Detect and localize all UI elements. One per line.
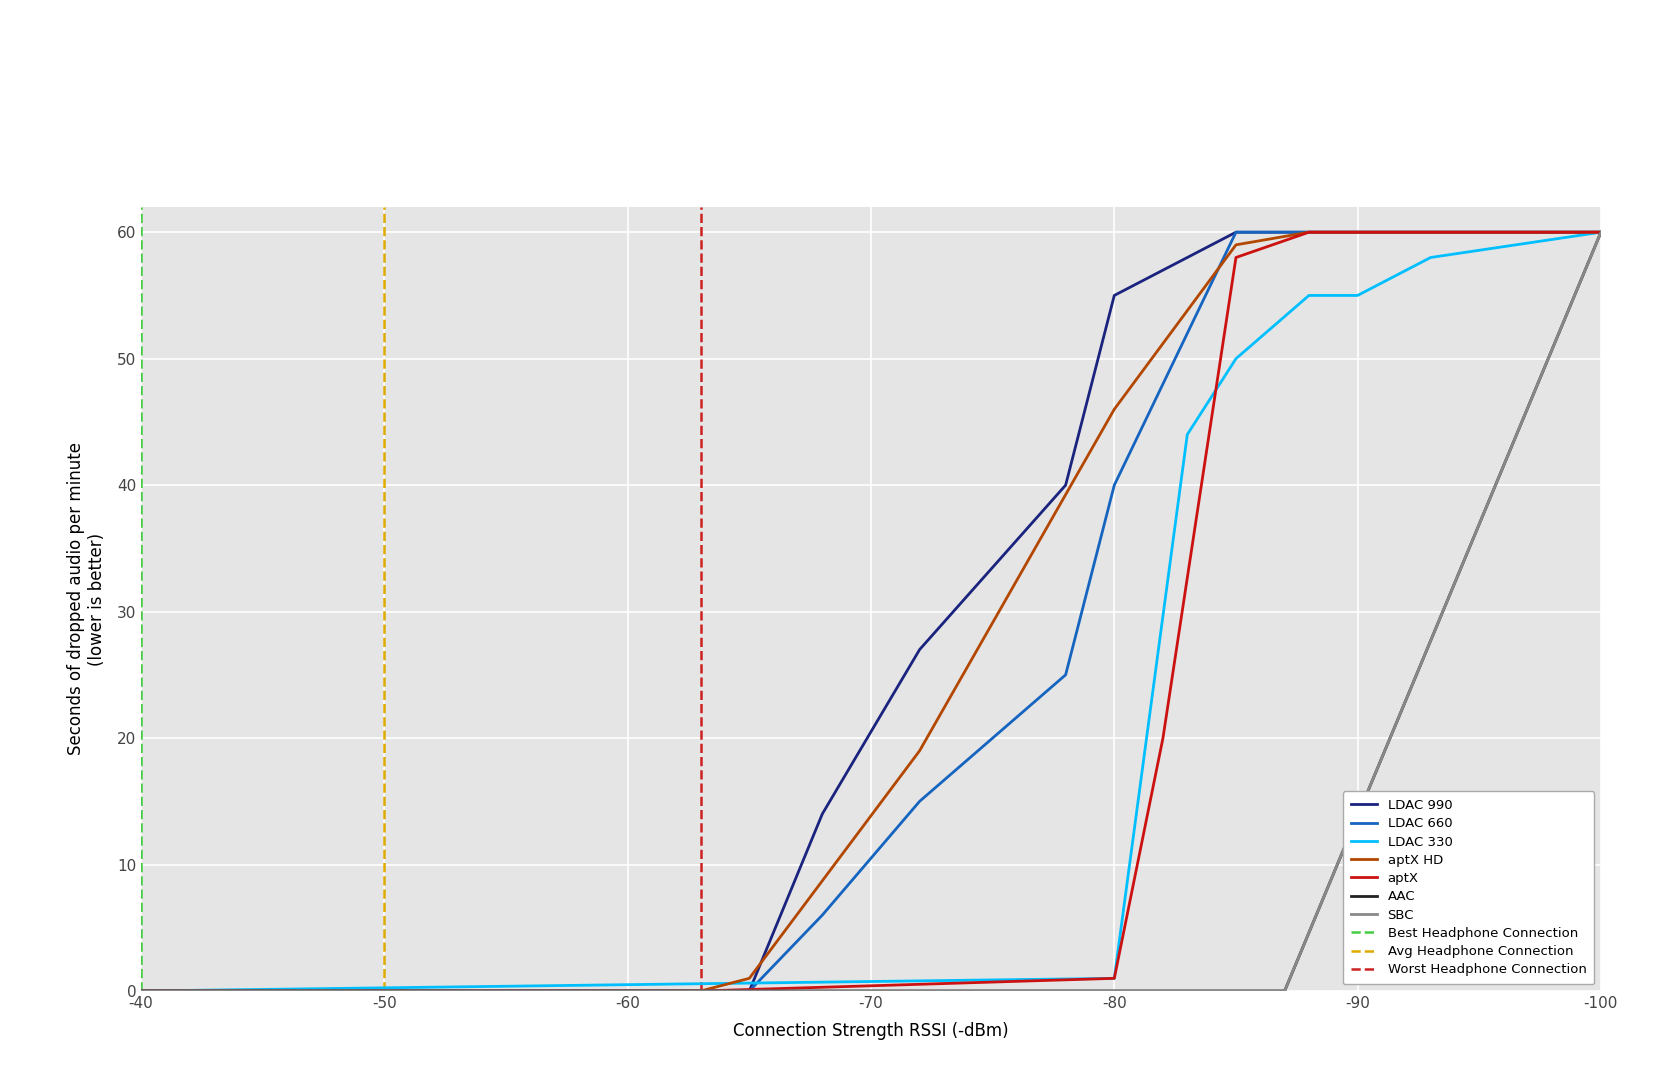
Line: LDAC 990: LDAC 990	[141, 232, 1601, 991]
LDAC 660	[131, 984, 151, 998]
aptX	[690, 984, 710, 998]
SBC	[1591, 225, 1611, 238]
LDAC 990	[813, 807, 833, 820]
aptX HD	[1105, 403, 1125, 416]
Line: AAC: AAC	[141, 232, 1601, 991]
LDAC 660	[909, 795, 929, 808]
LDAC 330	[1226, 352, 1246, 365]
Line: LDAC 330: LDAC 330	[141, 232, 1601, 991]
LDAC 330	[1420, 250, 1440, 264]
aptX HD	[1591, 225, 1611, 238]
LDAC 330	[1591, 225, 1611, 238]
LDAC 990	[909, 643, 929, 656]
SBC	[131, 984, 151, 998]
Line: aptX HD: aptX HD	[141, 232, 1601, 991]
LDAC 990	[1226, 225, 1246, 238]
aptX	[1105, 971, 1125, 984]
LDAC 660	[1226, 225, 1246, 238]
aptX	[1226, 250, 1246, 264]
LDAC 330	[1105, 971, 1125, 984]
aptX	[1153, 732, 1173, 745]
aptX HD	[1226, 238, 1246, 252]
LDAC 330	[1299, 289, 1319, 302]
aptX HD	[909, 744, 929, 757]
AAC	[1274, 984, 1294, 998]
Line: LDAC 660: LDAC 660	[141, 232, 1601, 991]
aptX HD	[690, 984, 710, 998]
LDAC 990	[131, 984, 151, 998]
aptX HD	[131, 984, 151, 998]
LDAC 990	[1055, 478, 1075, 491]
LDAC 990	[1591, 225, 1611, 238]
Line: SBC: SBC	[141, 232, 1601, 991]
AAC	[131, 984, 151, 998]
LDAC 990	[740, 984, 760, 998]
Text: Bluetooth Codec Connection Quality: Bluetooth Codec Connection Quality	[489, 52, 1170, 85]
LDAC 330	[131, 984, 151, 998]
LDAC 660	[1105, 478, 1125, 491]
LDAC 660	[813, 908, 833, 921]
aptX	[1299, 225, 1319, 238]
LDAC 660	[740, 984, 760, 998]
X-axis label: Connection Strength RSSI (-dBm): Connection Strength RSSI (-dBm)	[733, 1021, 1009, 1040]
aptX HD	[740, 971, 760, 984]
Legend: LDAC 990, LDAC 660, LDAC 330, aptX HD, aptX, AAC, SBC, Best Headphone Connection: LDAC 990, LDAC 660, LDAC 330, aptX HD, a…	[1342, 791, 1594, 984]
Y-axis label: Seconds of dropped audio per minute
(lower is better): Seconds of dropped audio per minute (low…	[66, 442, 106, 756]
LDAC 330	[1347, 289, 1367, 302]
aptX HD	[1299, 225, 1319, 238]
LDAC 660	[1055, 669, 1075, 682]
LDAC 330	[1178, 428, 1198, 441]
aptX	[1591, 225, 1611, 238]
LDAC 990	[1105, 289, 1125, 302]
Line: aptX: aptX	[141, 232, 1601, 991]
SBC	[1274, 984, 1294, 998]
LDAC 660	[1591, 225, 1611, 238]
aptX	[131, 984, 151, 998]
AAC	[1591, 225, 1611, 238]
